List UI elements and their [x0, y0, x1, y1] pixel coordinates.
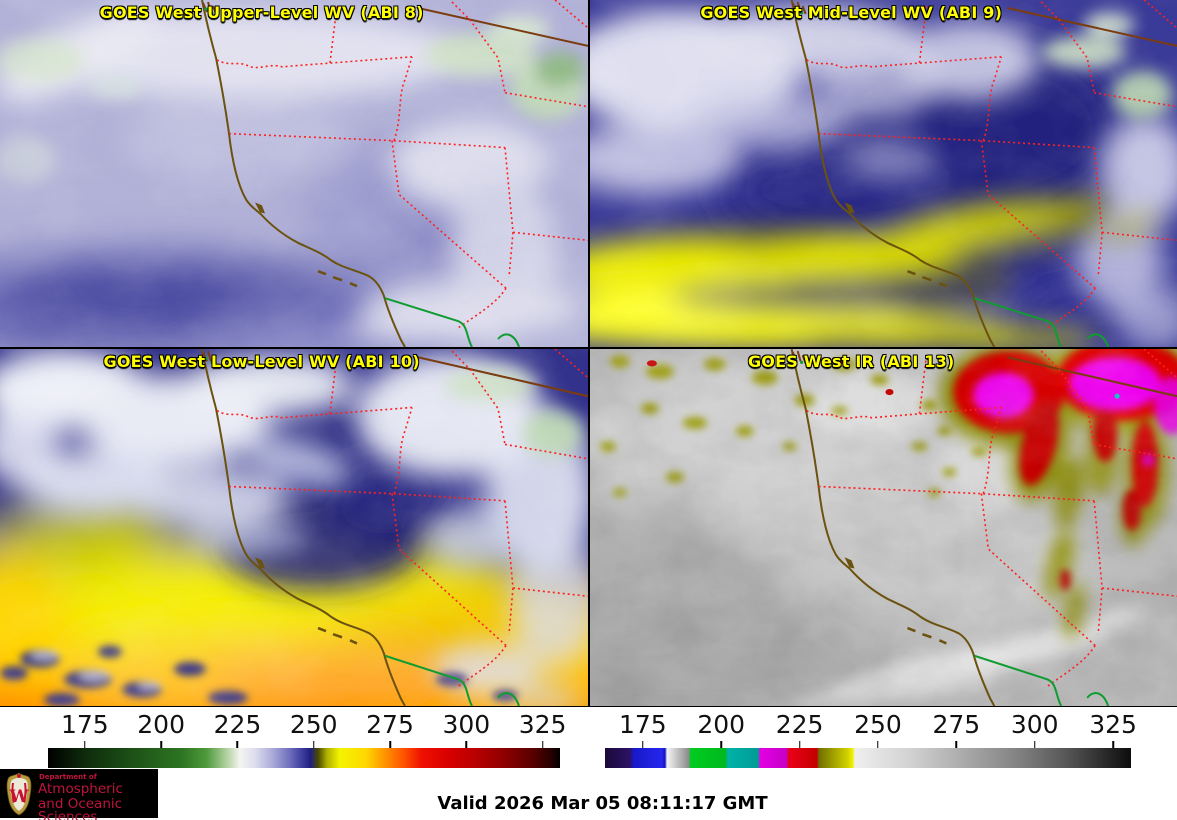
- panel-upper-level-wv: GOES West Upper-Level WV (ABI 8): [0, 0, 588, 347]
- colorbar-tick-label: 325: [518, 710, 567, 739]
- ir-colorbar-gradient: [605, 748, 1131, 768]
- colorbar-tick: [955, 741, 958, 748]
- panel-title-abi8: GOES West Upper-Level WV (ABI 8): [99, 3, 424, 22]
- colorbar-tick: [541, 741, 544, 748]
- colorbar-tick-label: 275: [366, 710, 414, 739]
- colorbar-tick-label: 275: [932, 710, 981, 739]
- uw-aos-logo: W Department of Atmospheric and Oceanic …: [0, 769, 158, 820]
- colorbar-tick-label: 200: [697, 710, 746, 739]
- colorbar-tick: [720, 741, 722, 748]
- colorbar-tick: [389, 741, 391, 748]
- colorbar-tick-label: 300: [1010, 710, 1059, 739]
- panel-mid-level-wv: GOES West Mid-Level WV (ABI 9): [590, 0, 1177, 347]
- panel-title-abi10: GOES West Low-Level WV (ABI 10): [103, 352, 420, 371]
- colorbar-tick: [236, 741, 239, 748]
- colorbar-tick: [84, 741, 86, 748]
- ir-colorbar: 175 200 225 250 275 300 325: [589, 706, 1177, 770]
- colorbar-tick-label: 300: [442, 710, 491, 739]
- colorbar-tick: [642, 741, 644, 748]
- colorbar-tick-label: 225: [775, 710, 824, 739]
- low-level-wv-image: [0, 349, 588, 706]
- colorbar-tick-label: 175: [61, 710, 109, 739]
- valid-time-text: Valid 2026 Mar 05 08:11:17 GMT: [437, 793, 768, 814]
- colorbar-tick-label: 175: [619, 710, 667, 739]
- wv-colorbar-gradient: [48, 748, 560, 768]
- mid-level-wv-image: [590, 0, 1177, 347]
- colorbar-tick: [1112, 741, 1114, 748]
- panel-title-abi13: GOES West IR (ABI 13): [747, 352, 955, 371]
- colorbar-tick: [798, 741, 801, 748]
- wv-colorbar: 175 200 225 250 275 300 325: [0, 706, 588, 770]
- infrared-image: [590, 349, 1177, 706]
- panel-infrared: GOES West IR (ABI 13): [590, 349, 1177, 706]
- colorbar-tick-label: 250: [854, 710, 902, 739]
- logo-name-line1: Atmospheric: [38, 781, 123, 797]
- panel-title-abi9: GOES West Mid-Level WV (ABI 9): [700, 3, 1003, 22]
- logo-dept-line: Department of: [39, 773, 97, 781]
- colorbar-tick-label: 325: [1089, 710, 1137, 739]
- logo-name-line2: and Oceanic Sciences: [38, 795, 123, 820]
- colorbar-tick: [877, 741, 879, 748]
- colorbar-tick-label: 250: [289, 710, 338, 739]
- upper-level-wv-image: [0, 0, 588, 347]
- uw-crest-icon: W: [6, 772, 32, 816]
- panel-low-level-wv: GOES West Low-Level WV (ABI 10): [0, 349, 588, 706]
- colorbar-tick-label: 225: [213, 710, 262, 739]
- colorbar-tick-label: 200: [137, 710, 185, 739]
- colorbar-tick: [1033, 741, 1036, 748]
- svg-text:W: W: [8, 787, 29, 807]
- colorbar-tick: [312, 741, 315, 748]
- colorbar-tick: [465, 741, 468, 748]
- colorbar-tick: [160, 741, 162, 748]
